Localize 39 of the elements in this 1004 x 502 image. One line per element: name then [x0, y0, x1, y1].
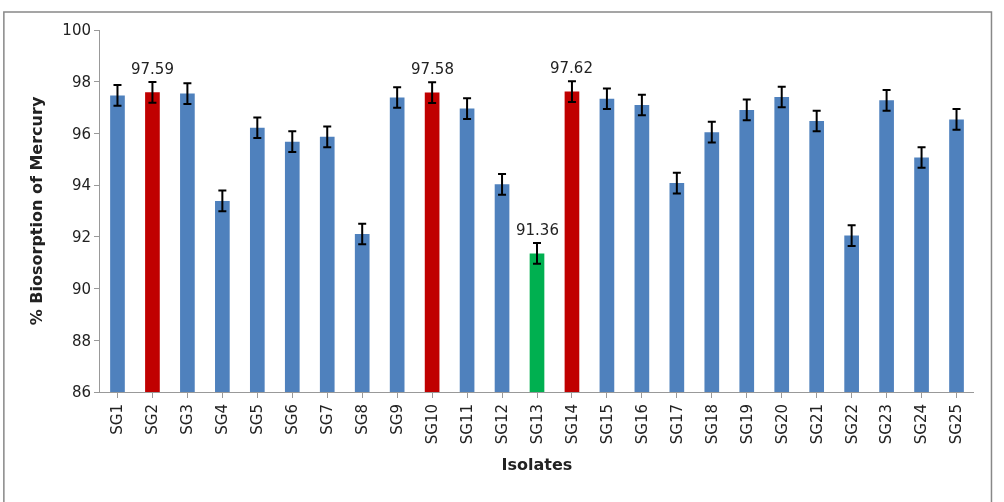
y-tick-label: 94: [71, 176, 91, 195]
x-tick-label: SG4: [213, 404, 232, 435]
x-tick-label: SG5: [248, 404, 267, 435]
x-tick-label: SG19: [737, 404, 756, 445]
y-tick-label: 86: [71, 383, 91, 402]
x-tick-label: SG24: [912, 404, 931, 445]
x-axis-title: Isolates: [501, 454, 573, 474]
x-tick-label: SG16: [632, 404, 651, 445]
x-tick-label: SG14: [562, 404, 581, 445]
y-tick-label: 98: [71, 72, 91, 91]
data-label: 97.59: [131, 60, 174, 78]
data-label: 91.36: [516, 221, 559, 239]
x-tick-label: SG12: [492, 404, 511, 445]
data-label: 97.62: [550, 59, 593, 77]
x-tick-label: SG21: [807, 404, 826, 445]
x-tick-label: SG20: [772, 404, 791, 445]
x-tick-label: SG9: [388, 404, 407, 435]
x-tick-label: SG25: [947, 404, 966, 445]
x-tick-label: SG1: [108, 404, 127, 435]
x-tick-label: SG7: [318, 404, 337, 435]
x-tick-label: SG10: [422, 404, 441, 445]
data-label: 97.58: [411, 60, 454, 78]
x-tick-label: SG15: [597, 404, 616, 445]
y-tick-label: 92: [71, 228, 91, 247]
x-tick-label: SG2: [143, 404, 162, 435]
x-tick-label: SG22: [842, 404, 861, 445]
y-axis-title: % Biosorption of Mercury: [27, 96, 47, 326]
y-tick-label: 88: [71, 331, 91, 350]
x-tick-label: SG3: [178, 404, 197, 435]
x-tick-label: SG23: [877, 404, 896, 445]
x-tick-label: SG18: [702, 404, 721, 445]
y-tick-label: 90: [71, 279, 91, 298]
y-tick-label: 100: [62, 21, 91, 40]
x-tick-label: SG17: [667, 404, 686, 445]
x-tick-label: SG13: [527, 404, 546, 445]
x-tick-label: SG8: [353, 404, 372, 435]
x-tick-label: SG11: [457, 404, 476, 445]
x-tick-label: SG6: [283, 404, 302, 435]
y-tick-label: 96: [71, 124, 91, 143]
